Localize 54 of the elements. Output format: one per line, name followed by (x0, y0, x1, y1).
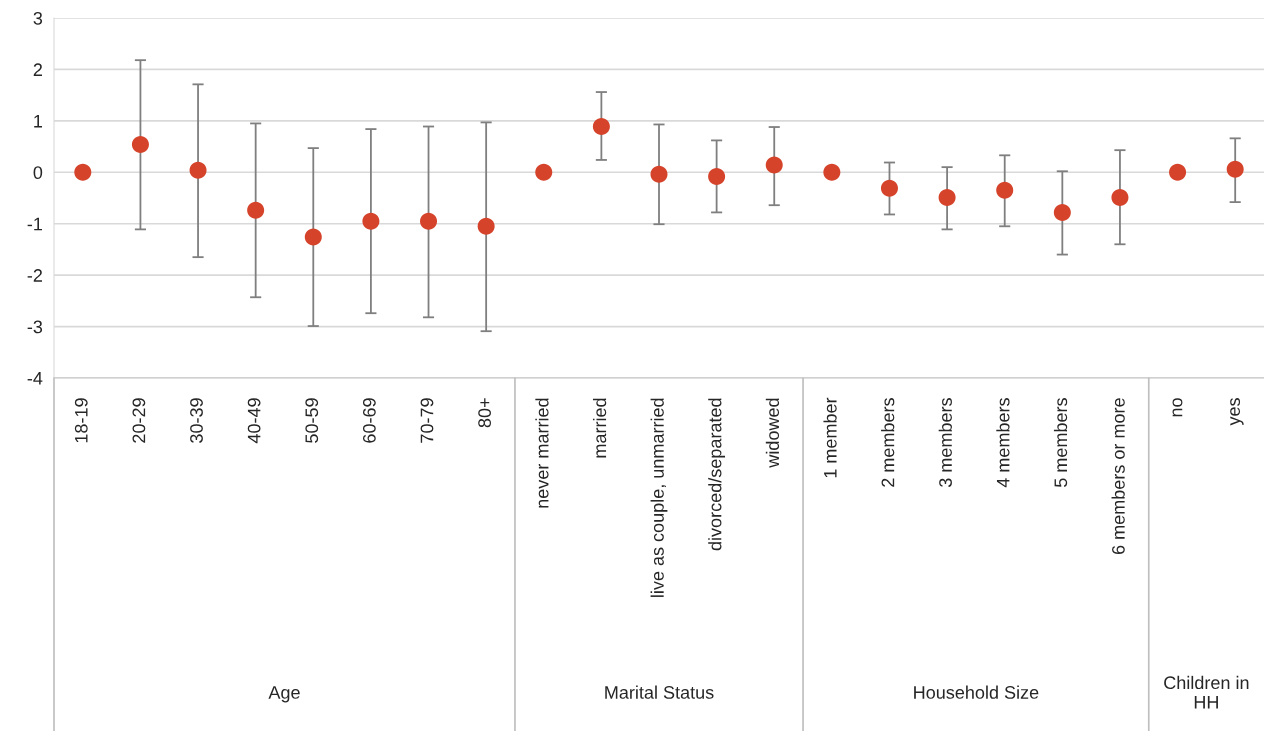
point (304, 228, 322, 246)
y-tick-label: 1 (34, 114, 43, 128)
point (1226, 160, 1244, 178)
text: Marital Status (605, 685, 714, 699)
y-tick-label: 3 (33, 11, 43, 25)
y-tick-label: 0 (33, 166, 43, 180)
x-tick-label: 80+ (478, 398, 491, 428)
x-tick-label: married (592, 398, 607, 458)
point (131, 136, 149, 154)
point (996, 181, 1014, 199)
x-tick-label: 4 members (996, 398, 1010, 488)
point (247, 201, 265, 219)
x-tick-label: 20-29 (132, 398, 146, 443)
y-tick-label: -3 (27, 320, 43, 334)
x-tick-label: 3 members (938, 398, 952, 488)
x-tick-label: 18-19 (74, 398, 88, 443)
x-tick-label: 70-79 (420, 398, 434, 443)
point (765, 156, 783, 174)
x-tick-label: divorced/separated (708, 398, 726, 551)
x-tick-label: no (1172, 398, 1183, 417)
x-tick-label: yes (1230, 398, 1244, 426)
x-tick-label: 2 members (881, 398, 895, 487)
point (420, 212, 438, 230)
y-tick-label: -2 (27, 269, 42, 282)
point (880, 179, 898, 197)
point (592, 118, 610, 136)
point (1169, 163, 1187, 181)
x-tick-label: 30-39 (190, 398, 203, 443)
y-tick-label: 2 (33, 63, 42, 76)
x-tick-label: widowed (765, 398, 780, 468)
point (708, 167, 726, 185)
x-tick-label: never married (535, 398, 549, 508)
x-tick-label: 6 members or more (1111, 398, 1125, 555)
text: Age (268, 686, 300, 703)
x-tick-label: 40-49 (247, 398, 261, 444)
x-tick-label: 60-69 (362, 398, 376, 443)
x-tick-label: 1 member (823, 397, 837, 478)
point (1111, 188, 1129, 206)
x-tick-label: live as couple, unmarried (650, 398, 668, 597)
point (823, 163, 841, 181)
y-tick-label: -4 (27, 372, 43, 385)
point (650, 165, 668, 183)
point (477, 217, 495, 235)
x-tick-label: 5 members (1053, 398, 1068, 488)
point (189, 161, 207, 179)
text: Children in HH (1164, 675, 1249, 709)
point (535, 163, 553, 181)
y-tick-label: -1 (27, 217, 43, 231)
x-tick-label: 50-59 (305, 398, 319, 443)
point (74, 163, 92, 181)
text: Household Size (914, 685, 1039, 699)
point (362, 212, 380, 230)
point (938, 188, 956, 206)
point (1053, 203, 1071, 221)
